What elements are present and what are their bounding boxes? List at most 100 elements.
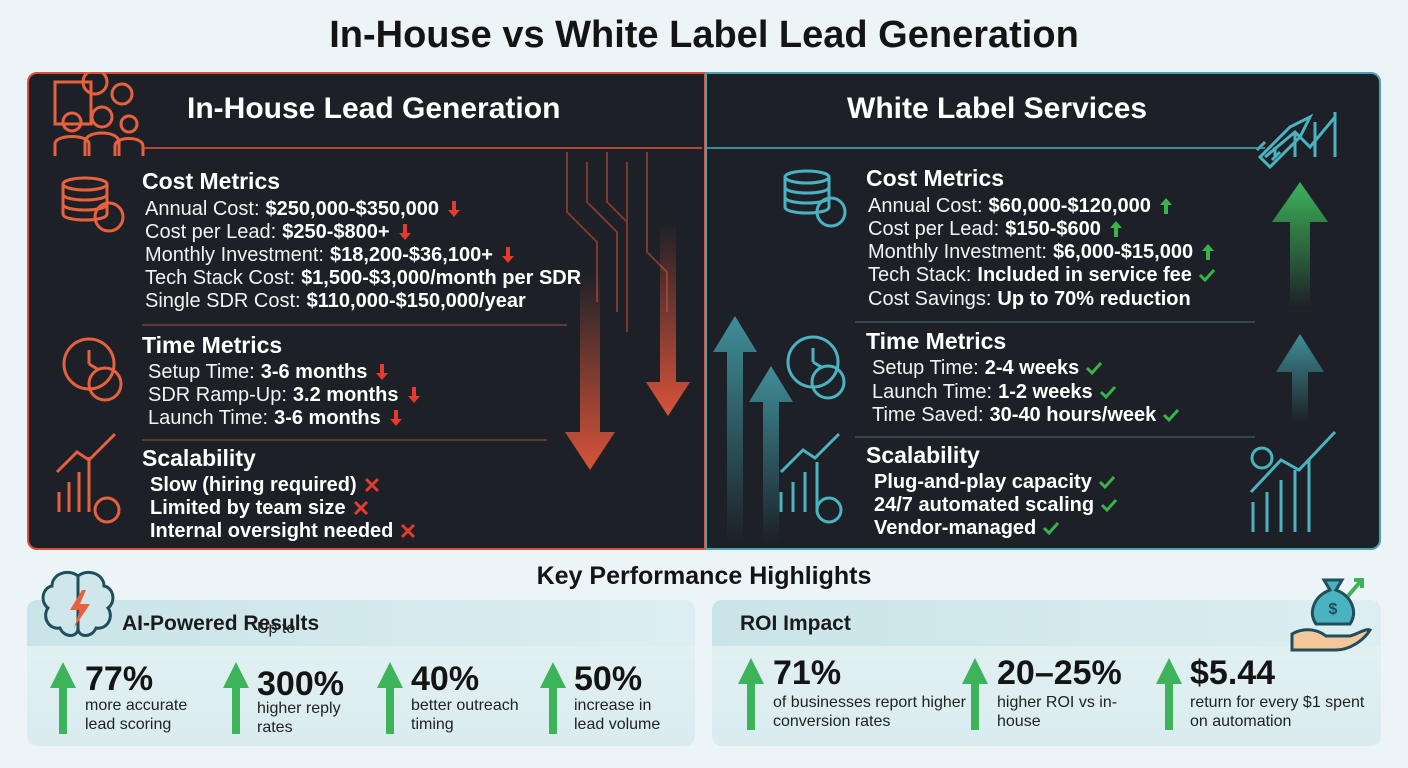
label: Tech Stack Cost: xyxy=(145,267,296,289)
metric: 24/7 automated scaling xyxy=(874,493,1118,517)
down-icon xyxy=(373,363,391,381)
metric: Limited by team size xyxy=(150,496,370,520)
metric: Launch Time: 3-6 months xyxy=(148,406,405,430)
value: 3-6 months xyxy=(274,407,381,429)
value: 2-4 weeks xyxy=(984,357,1080,379)
value: $150-$600 xyxy=(1005,218,1101,240)
stat-text: higher reply rates xyxy=(257,700,341,736)
cross-icon xyxy=(399,522,417,540)
stat-prefix: Up to xyxy=(257,620,296,637)
up-arrow xyxy=(1156,658,1182,730)
up-arrow xyxy=(738,658,764,730)
metric: Tech Stack: Included in service fee xyxy=(868,263,1216,287)
metric: Slow (hiring required) xyxy=(150,473,381,497)
value: $1,500-$3,000/month per SDR xyxy=(301,267,582,289)
stat-value: 71% xyxy=(773,654,842,692)
section-heading: Time Metrics xyxy=(866,328,1007,354)
value: Included in service fee xyxy=(977,264,1192,286)
label: Monthly Investment: xyxy=(868,241,1047,263)
stat-value: 20–25% xyxy=(997,654,1122,692)
card-ai: AI-Powered Results 77% more accurate lea… xyxy=(27,600,695,746)
check-icon xyxy=(1198,266,1216,284)
check-icon xyxy=(1099,383,1117,401)
metric: Monthly Investment: $18,200-$36,100+ xyxy=(145,243,517,267)
value: $250-$800+ xyxy=(282,221,390,243)
up-icon xyxy=(1199,243,1217,261)
metric: SDR Ramp-Up: 3.2 months xyxy=(148,383,423,407)
metric: Single SDR Cost: $110,000-$150,000/year xyxy=(145,289,526,313)
value: Internal oversight needed xyxy=(150,520,394,542)
stat-value: 300% xyxy=(257,665,344,703)
value: 1-2 weeks xyxy=(998,381,1093,403)
label: Cost Savings: xyxy=(868,288,992,310)
metric: Cost Savings: Up to 70% reduction xyxy=(868,287,1191,311)
section-heading: Scalability xyxy=(866,442,980,468)
up-icon xyxy=(1107,220,1125,238)
money-icon: $ xyxy=(1290,578,1373,652)
check-icon xyxy=(1085,359,1103,377)
down-icon xyxy=(387,409,405,427)
label: Annual Cost: xyxy=(145,198,260,220)
stat-text: of businesses report higher conversion r… xyxy=(773,694,966,730)
card-roi: ROI Impact 71% of businesses report high… xyxy=(712,600,1381,746)
check-icon xyxy=(1098,473,1116,491)
value: $250,000-$350,000 xyxy=(265,198,440,220)
label: Single SDR Cost: xyxy=(145,290,301,312)
right-decor xyxy=(707,112,1337,542)
stat-value: 50% xyxy=(574,660,643,698)
title: In-House vs White Label Lead Generation xyxy=(329,14,1079,56)
metric: Monthly Investment: $6,000-$15,000 xyxy=(868,240,1217,264)
value: $110,000-$150,000/year xyxy=(306,290,526,312)
metric: Tech Stack Cost: $1,500-$3,000/month per … xyxy=(145,266,581,290)
metric: Setup Time: 2-4 weeks xyxy=(872,356,1103,380)
value: Plug-and-play capacity xyxy=(874,471,1092,493)
up-arrow xyxy=(540,662,566,734)
value: $18,200-$36,100+ xyxy=(329,244,493,266)
value: 30-40 hours/week xyxy=(989,404,1157,426)
section-heading: Scalability xyxy=(142,445,256,471)
card-title: AI-Powered Results xyxy=(122,612,320,635)
value: 3-6 months xyxy=(260,361,368,383)
value: Limited by team size xyxy=(150,497,346,519)
stat-value: 40% xyxy=(411,660,480,698)
highlights-title: Key Performance Highlights xyxy=(536,562,872,590)
label: Setup Time: xyxy=(148,361,255,383)
label: Time Saved: xyxy=(872,404,984,426)
value: 24/7 automated scaling xyxy=(874,494,1095,516)
metric: Plug-and-play capacity xyxy=(874,470,1116,494)
stat-text: increase in lead volume xyxy=(574,697,661,733)
value: $60,000-$120,000 xyxy=(988,195,1151,217)
up-arrow xyxy=(223,662,249,734)
label: Launch Time: xyxy=(872,381,993,403)
metric: Vendor-managed xyxy=(874,516,1060,540)
stat-value: 77% xyxy=(85,660,154,698)
down-icon xyxy=(405,386,423,404)
check-icon xyxy=(1162,406,1180,424)
card-header xyxy=(712,600,1381,646)
metric: Launch Time: 1-2 weeks xyxy=(872,380,1117,404)
left-decor xyxy=(53,72,702,524)
value: Up to 70% reduction xyxy=(997,288,1191,310)
label: SDR Ramp-Up: xyxy=(148,384,287,406)
down-icon xyxy=(396,223,414,241)
value: Slow (hiring required) xyxy=(150,474,357,496)
label: Annual Cost: xyxy=(868,195,983,217)
down-icon xyxy=(499,246,517,264)
metric: Time Saved: 30-40 hours/week xyxy=(872,403,1180,427)
metric: Setup Time: 3-6 months xyxy=(148,360,391,384)
section-heading: Cost Metrics xyxy=(866,165,1005,191)
label: Launch Time: xyxy=(148,407,269,429)
stat-text: return for every $1 spent on automation xyxy=(1190,694,1365,730)
svg-text:$: $ xyxy=(1329,601,1338,618)
label: Cost per Lead: xyxy=(145,221,277,243)
up-arrow xyxy=(50,662,76,734)
card-header xyxy=(27,600,695,646)
metric: Cost per Lead: $150-$600 xyxy=(868,217,1125,241)
cross-icon xyxy=(363,476,381,494)
up-arrow xyxy=(962,658,988,730)
label: Monthly Investment: xyxy=(145,244,324,266)
stat-text: higher ROI vs in-house xyxy=(997,694,1118,730)
up-arrow xyxy=(377,662,403,734)
stat-value: $5.44 xyxy=(1190,654,1276,692)
